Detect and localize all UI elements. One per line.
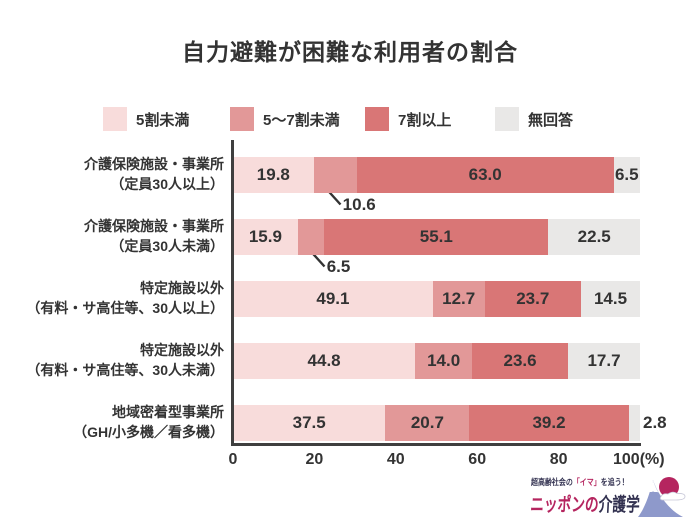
segment-value: 55.1 — [419, 227, 453, 246]
bar-segment: 19.8 — [233, 157, 314, 193]
brand-tagline-post: を追う！ — [600, 477, 629, 487]
legend-item: 7割以上 — [365, 106, 451, 132]
brand-tagline: 超高齢社会の「イマ」を追う！ — [531, 476, 662, 488]
x-axis-line — [231, 443, 641, 446]
bar-segment — [313, 157, 357, 193]
bar-segment — [297, 219, 325, 255]
category-label: 特定施設以外 （有料・サ高住等、30人未満） — [0, 341, 224, 381]
legend-swatch — [365, 107, 389, 131]
category-label-line2: （定員30人未満） — [110, 238, 224, 254]
segment-value: 37.5 — [292, 413, 326, 432]
bar-segment: 15.9 — [233, 219, 298, 255]
legend-label: 5〜7割未満 — [263, 111, 340, 129]
bar-segment: 14.5 — [580, 281, 640, 317]
bar-segment: 37.5 — [233, 405, 386, 441]
x-tick-label: 60 — [468, 451, 487, 468]
x-tick-label: 40 — [386, 451, 405, 468]
legend-item: 5〜7割未満 — [230, 106, 340, 132]
x-tick-label: 80 — [549, 451, 568, 468]
segment-value: 44.8 — [307, 351, 341, 370]
segment-value: 17.7 — [587, 351, 621, 370]
page-title: 自力避難が困難な利用者の割合 — [182, 39, 518, 65]
bar-segment: 39.2 — [469, 405, 629, 441]
bar-segment: 17.7 — [568, 343, 640, 379]
y-axis-line — [231, 140, 234, 446]
brand-logo: 超高齢社会の「イマ」を追う！ ニッポンの介護学 — [530, 476, 691, 524]
x-tick-label: 100(%) — [613, 451, 665, 468]
segment-value-outside: 2.8 — [643, 413, 667, 432]
category-label: 地域密着型事業所 （GH/小多機／看多機） — [0, 403, 224, 443]
bar-segment: 22.5 — [548, 219, 640, 255]
bar-row: 15.9 55.1 22.5 — [233, 219, 640, 255]
category-label: 介護保険施設・事業所 （定員30人未満） — [0, 217, 224, 257]
category-label-line1: 介護保険施設・事業所 — [84, 156, 224, 173]
bar-row: 19.8 63.0 6.5 — [233, 157, 641, 193]
bar-segment: 12.7 — [432, 281, 485, 317]
segment-value: 49.1 — [316, 289, 350, 308]
segment-value: 22.5 — [577, 227, 611, 246]
segment-value: 15.9 — [248, 227, 282, 246]
bar-segment: 55.1 — [324, 219, 549, 255]
category-label-line2: （定員30人以上） — [110, 176, 224, 192]
bar-segment: 23.7 — [484, 281, 581, 317]
x-tick-label: 0 — [228, 451, 238, 468]
category-label: 介護保険施設・事業所 （定員30人以上） — [0, 155, 224, 195]
fuji-icon — [638, 477, 686, 517]
legend-item: 無回答 — [495, 106, 573, 132]
x-tick-label: 20 — [305, 451, 324, 468]
bar-segment: 63.0 — [356, 157, 614, 193]
segment-value: 39.2 — [532, 413, 566, 432]
legend-swatch — [230, 107, 254, 131]
callout-value: 10.6 — [342, 195, 376, 214]
segment-value: 14.5 — [593, 289, 628, 308]
category-label-line1: 地域密着型事業所 — [112, 404, 224, 421]
legend-swatch — [495, 107, 519, 131]
legend-label: 5割未満 — [136, 111, 190, 129]
segment-value: 12.7 — [442, 289, 476, 308]
segment-value: 6.5 — [614, 165, 639, 184]
bar-row: 49.1 12.7 23.7 14.5 — [233, 281, 640, 317]
legend-label: 7割以上 — [398, 111, 452, 129]
segment-value: 20.7 — [410, 413, 444, 432]
category-label: 特定施設以外 （有料・サ高住等、30人以上） — [0, 279, 224, 319]
bar-segment: 23.6 — [472, 343, 569, 379]
segment-value: 14.0 — [427, 351, 461, 370]
legend-item: 5割未満 — [103, 106, 189, 132]
legend-swatch — [103, 107, 127, 131]
brand-tagline-highlight: 「イマ」 — [572, 477, 601, 487]
brand-tagline-pre: 超高齢社会の — [531, 477, 573, 487]
category-label-line1: 特定施設以外 — [140, 342, 224, 359]
legend: 5割未満 5〜7割未満 7割以上 無回答 — [0, 106, 700, 132]
callout-value: 6.5 — [326, 257, 351, 276]
category-label-line1: 介護保険施設・事業所 — [84, 218, 224, 235]
segment-value: 23.6 — [503, 351, 537, 370]
segment-value: 63.0 — [468, 165, 502, 184]
brand-name: ニッポンの介護学 — [530, 490, 647, 517]
legend-label: 無回答 — [528, 111, 574, 129]
bar-segment: 20.7 — [385, 405, 470, 441]
category-label-line2: （有料・サ高住等、30人未満） — [26, 362, 224, 378]
segment-value: 23.7 — [516, 289, 550, 308]
bar-segment: 14.0 — [415, 343, 473, 379]
bar-row: 37.5 20.7 39.2 — [233, 405, 640, 441]
category-label-line2: （有料・サ高住等、30人以上） — [26, 300, 224, 316]
category-label-line1: 特定施設以外 — [140, 280, 224, 297]
bar-segment: 6.5 — [613, 157, 641, 193]
segment-value: 19.8 — [256, 165, 290, 184]
bar-row: 44.8 14.0 23.6 17.7 — [233, 343, 640, 379]
bar-segment: 44.8 — [233, 343, 416, 379]
bar-segment: 49.1 — [233, 281, 433, 317]
bar-segment — [628, 405, 640, 441]
category-label-line2: （GH/小多機／看多機） — [73, 424, 224, 440]
brand-name-first: ニッポンの — [529, 495, 600, 516]
